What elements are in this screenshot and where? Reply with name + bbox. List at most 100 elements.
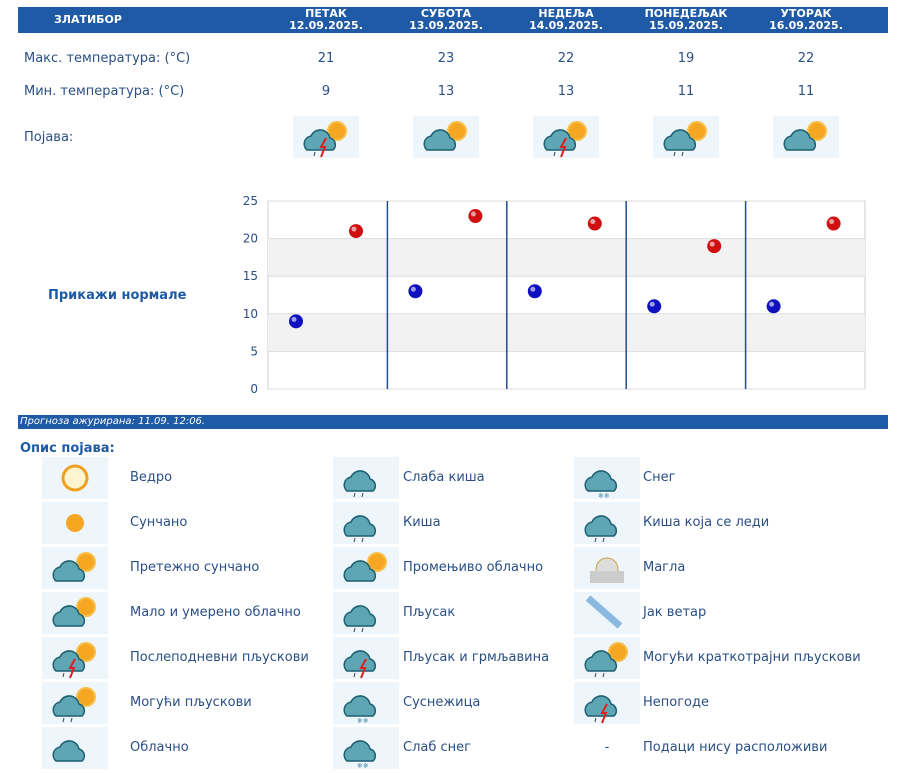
day-header: ПОНЕДЕЉАК 15.09.2025. — [626, 8, 746, 32]
min-temp-point — [289, 314, 303, 329]
day-header: УТОРАК 16.09.2025. — [746, 8, 866, 32]
point-highlight — [769, 301, 775, 307]
min-temp-value: 11 — [797, 84, 815, 99]
min-temp-point — [527, 284, 542, 299]
max-temp-value: 23 — [437, 51, 455, 66]
cloudy-icon — [42, 727, 108, 769]
point-highlight — [649, 301, 655, 307]
y-tick-label: 15 — [243, 269, 258, 283]
point-highlight — [590, 219, 596, 225]
legend-label: Мало и умерено облачно — [130, 605, 301, 620]
svg-text:❄❄: ❄❄ — [598, 492, 610, 499]
min-temp-value: 13 — [557, 84, 575, 99]
phenomenon-label: Појава: — [24, 130, 74, 145]
max-temp-point — [826, 216, 841, 231]
clear-sun-icon — [42, 457, 108, 499]
day-date: 16.09.2025. — [769, 19, 843, 32]
no-data-dash: - — [604, 740, 610, 755]
legend-label: Сунчано — [130, 515, 188, 530]
strong-wind-icon — [574, 592, 640, 634]
min-temp-point — [647, 299, 662, 314]
max-temp-value: 19 — [677, 51, 695, 66]
point-highlight — [530, 286, 536, 292]
min-temp-value: 9 — [321, 84, 331, 99]
grid-band — [268, 313, 865, 352]
legend-label: Слаба киша — [403, 470, 485, 485]
legend-label: Послеподневни пљускови — [130, 650, 309, 665]
forecast-updated: Прогноза ажурирана: 11.09. 12:06. — [18, 415, 888, 429]
light-snow-icon: ❄❄ — [333, 727, 399, 770]
shower-icon — [333, 592, 399, 634]
day-name: СУБОТА — [420, 7, 472, 20]
partly-cloudy-icon — [42, 592, 108, 634]
afternoon-thunderstorm-icon — [42, 637, 108, 679]
legend-label: Пљусак — [403, 605, 456, 620]
min-temp-value: 13 — [437, 84, 455, 99]
min-temp-point — [408, 284, 423, 299]
point-highlight — [351, 226, 357, 232]
svg-text:❄❄: ❄❄ — [357, 717, 369, 724]
sunny-icon — [42, 502, 108, 544]
max-temp-point — [587, 216, 602, 231]
freezing-rain-icon — [574, 502, 640, 544]
max-temp-point — [707, 239, 722, 254]
legend-label: Подаци нису расположиви — [643, 740, 828, 755]
forecast-header: ЗЛАТИБОР ПЕТАК 12.09.2025. СУБОТА 13.09.202… — [18, 7, 888, 33]
legend-label: Слаб снег — [403, 740, 471, 755]
thunder-shower-icon — [333, 637, 399, 679]
day-date: 12.09.2025. — [289, 19, 363, 32]
point-highlight — [291, 316, 297, 322]
storm-icon — [574, 682, 640, 724]
day-date: 13.09.2025. — [409, 19, 483, 32]
snow-icon: ❄❄ — [574, 457, 640, 500]
point-highlight — [709, 241, 715, 247]
y-tick-label: 20 — [243, 232, 258, 246]
point-highlight — [470, 211, 476, 217]
show-normals-link[interactable]: Прикажи нормале — [48, 288, 187, 303]
grid-band — [268, 238, 865, 277]
brief-showers-icon — [574, 637, 640, 679]
legend-label: Претежно сунчано — [130, 560, 260, 575]
max-temp-value: 22 — [557, 51, 575, 66]
legend-label: Суснежица — [403, 695, 481, 710]
day-name: НЕДЕЉА — [538, 7, 594, 20]
legend-title: Опис појава: — [20, 441, 115, 456]
mostly-sunny-icon — [42, 547, 108, 589]
temperature-chart: 0 5 10 15 20 25 — [243, 194, 866, 396]
max-temp-point — [468, 209, 483, 224]
legend-label: Магла — [643, 560, 686, 575]
partly-cloudy-icon — [413, 116, 479, 158]
svg-text:❄❄: ❄❄ — [357, 762, 369, 769]
max-temp-value: 21 — [317, 51, 335, 66]
y-tick-label: 0 — [250, 382, 258, 396]
day-name: ПОНЕДЕЉАК — [644, 7, 728, 20]
day-header: НЕДЕЉА 14.09.2025. — [506, 8, 626, 32]
day-header: СУБОТА 13.09.2025. — [386, 8, 506, 32]
rain-icon — [333, 502, 399, 544]
day-name: ПЕТАК — [305, 7, 347, 20]
max-temp-label: Макс. температура: (°C) — [24, 51, 191, 66]
point-highlight — [829, 219, 835, 225]
legend-label: Киша која се леди — [643, 515, 770, 530]
light-rain-icon — [333, 457, 399, 499]
max-temp-value: 22 — [797, 51, 815, 66]
legend-label: Снег — [643, 470, 676, 485]
y-tick-label: 5 — [250, 344, 258, 358]
possible-showers-icon — [653, 116, 719, 158]
day-date: 14.09.2025. — [529, 19, 603, 32]
legend-label: Ведро — [130, 470, 173, 485]
legend-label: Непогоде — [643, 695, 709, 710]
max-temp-point — [349, 224, 363, 239]
y-tick-label: 10 — [243, 307, 258, 321]
possible-showers-icon — [42, 682, 108, 724]
legend-label: Могући краткотрајни пљускови — [643, 650, 861, 665]
legend-label: Киша — [403, 515, 441, 530]
legend-label: Промењиво облачно — [403, 560, 544, 575]
day-date: 15.09.2025. — [649, 19, 723, 32]
variable-cloudy-icon — [333, 547, 399, 589]
location-name: ЗЛАТИБОР — [54, 13, 122, 26]
y-tick-label: 25 — [243, 194, 258, 208]
thunder-showers-sun-icon — [293, 116, 359, 158]
legend-label: Могући пљускови — [130, 695, 252, 710]
mostly-sunny-icon — [773, 116, 839, 158]
